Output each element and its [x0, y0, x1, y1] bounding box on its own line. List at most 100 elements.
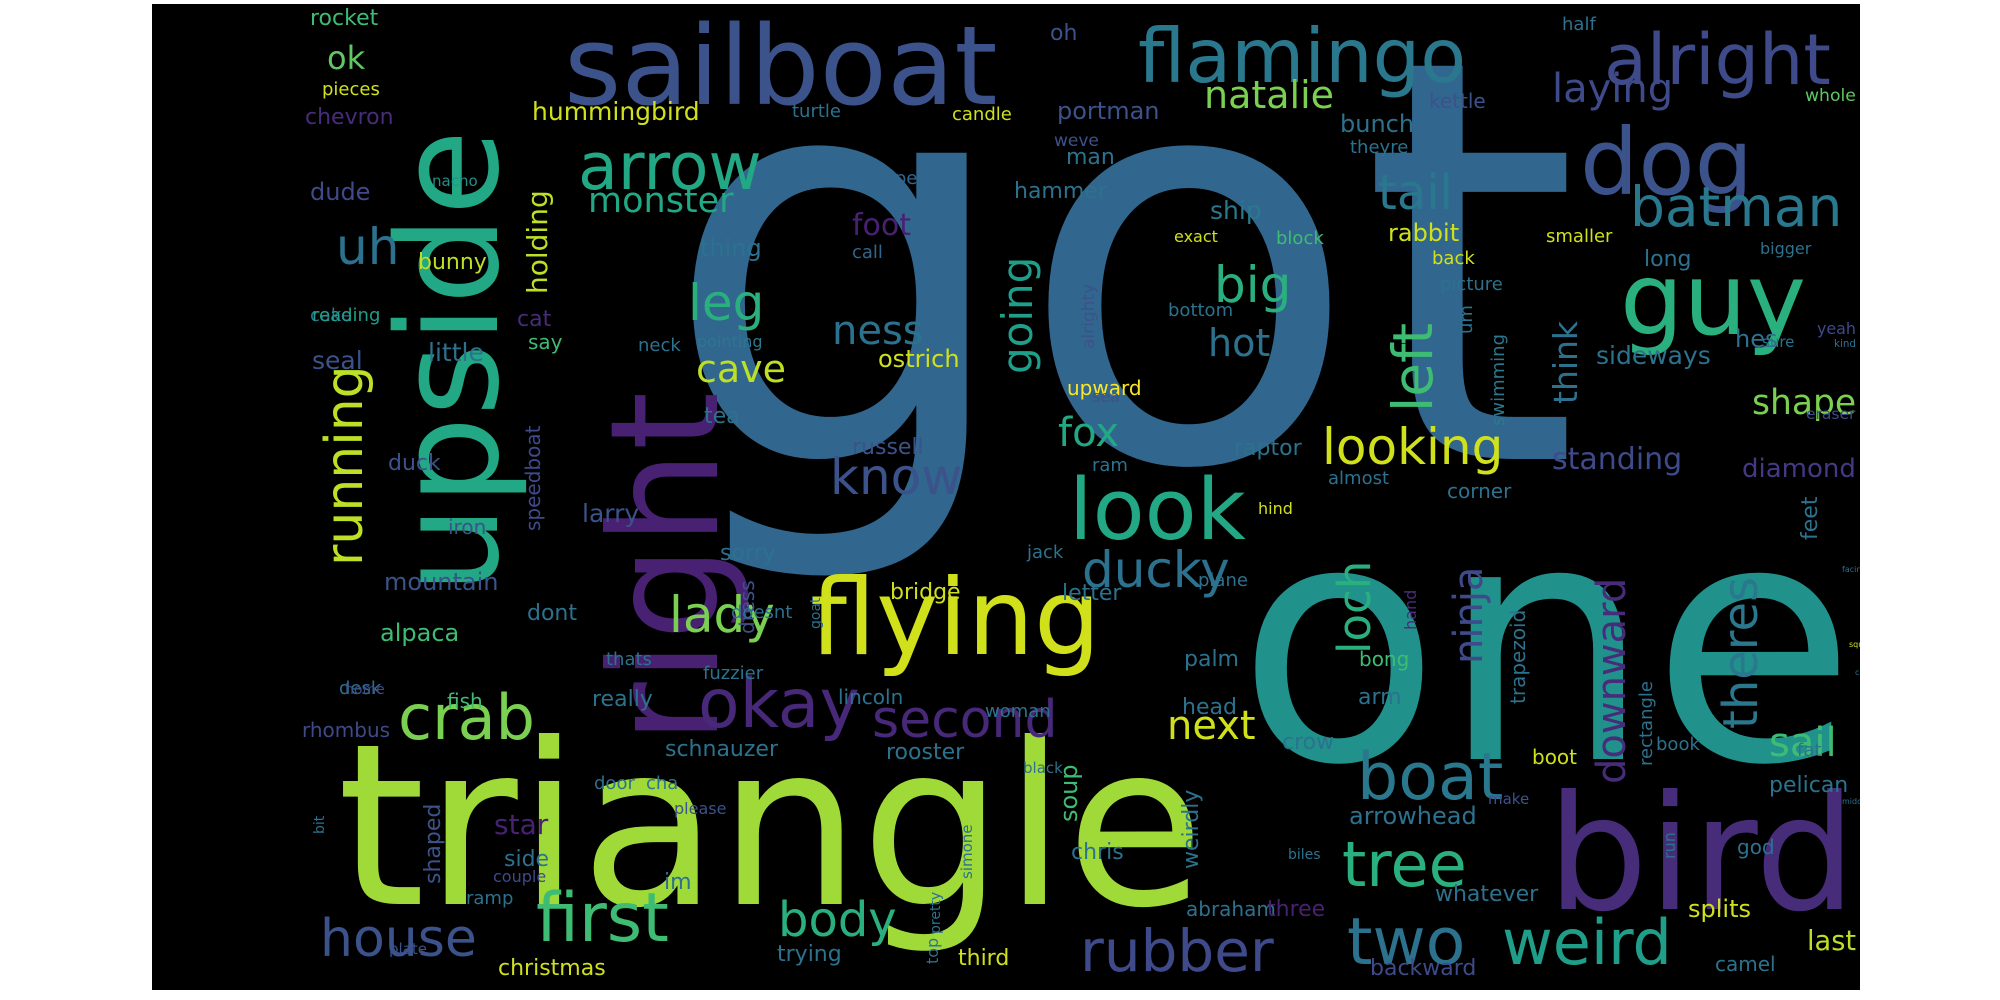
word-pieces: pieces — [322, 79, 380, 100]
word-upside: upside — [368, 130, 531, 594]
word-make: make — [1488, 790, 1529, 808]
word-sorry: sorry — [720, 541, 776, 566]
word-almost: almost — [1328, 468, 1389, 489]
word-neck: neck — [638, 335, 681, 356]
word-big: big — [1214, 256, 1291, 314]
word-fish: fish — [447, 689, 483, 713]
word-diamond: diamond — [1742, 454, 1856, 484]
word-kind: kind — [1834, 338, 1856, 350]
word-lady: lady — [669, 586, 775, 644]
word-pelican: pelican — [1769, 773, 1848, 798]
word-pretty: pretty — [928, 892, 944, 934]
word-hand: hand — [1401, 590, 1420, 630]
word-crow: crow — [1282, 730, 1334, 755]
word-top: top — [923, 938, 942, 964]
word-woman: woman — [985, 701, 1051, 722]
word-please: please — [674, 799, 726, 818]
word-candle: candle — [952, 104, 1012, 125]
word-thing: thing — [700, 234, 762, 262]
word-black: black — [1023, 759, 1063, 777]
word-laying: laying — [1552, 66, 1673, 112]
word-cake: cake — [310, 305, 352, 326]
word-bottom: bottom — [1168, 300, 1233, 321]
word-triangle: triangle — [337, 696, 1204, 958]
word-rooster: rooster — [886, 740, 965, 765]
word-know: know — [830, 448, 962, 506]
word-desk: desk — [339, 678, 382, 699]
word-home: home — [345, 682, 385, 698]
word-running: running — [315, 365, 375, 566]
word-sideways: sideways — [1596, 341, 1711, 370]
word-bigger: bigger — [1760, 239, 1812, 258]
word-alrighty: alrighty — [1079, 284, 1099, 349]
word-ram: ram — [1092, 455, 1128, 476]
word-schnauzer: schnauzer — [665, 737, 779, 762]
word-really: really — [592, 687, 653, 712]
word-house: house — [320, 909, 477, 969]
word-splits: splits — [1688, 895, 1751, 923]
word-catch: catch — [1855, 668, 1860, 677]
word-mountain: mountain — [384, 568, 498, 596]
word-simone: simone — [958, 824, 976, 879]
word-goat: goat — [808, 597, 824, 629]
word-soup: soup — [1055, 764, 1083, 822]
word-christmas: christmas — [498, 956, 606, 981]
word-whatever: whatever — [1435, 882, 1539, 907]
word-star: star — [494, 808, 549, 841]
word-arrowhead: arrowhead — [1349, 802, 1477, 830]
word-trapezoid: trapezoid — [1506, 610, 1530, 704]
word-think: think — [1546, 320, 1585, 404]
cloud-background — [152, 4, 1860, 990]
word-loch: loch — [1328, 561, 1381, 654]
word-alright: alright — [1604, 19, 1831, 101]
word-tree: tree — [1342, 828, 1467, 901]
word-hot: hot — [1208, 321, 1270, 365]
word-plate: plate — [389, 940, 427, 958]
word-whole: whole — [1805, 86, 1856, 106]
word-bunch: bunch — [1340, 110, 1414, 138]
word-monster: monster — [588, 181, 734, 221]
word-rhombus: rhombus — [302, 718, 390, 742]
word-bunny: bunny — [418, 250, 487, 275]
word-third: third — [958, 946, 1009, 971]
word-kettle: kettle — [1429, 89, 1486, 113]
word-larry: larry — [582, 499, 639, 528]
word-two: two — [1347, 905, 1465, 980]
word-shape: shape — [1752, 383, 1856, 423]
word-ship: ship — [1210, 196, 1262, 225]
word-dont: dont — [527, 601, 577, 626]
word-rubber: rubber — [1080, 917, 1274, 985]
word-camel: camel — [1715, 952, 1776, 976]
word-sure: sure — [1762, 333, 1794, 351]
word-say: say — [528, 330, 563, 354]
word-call: call — [852, 242, 883, 263]
word-leg: leg — [688, 274, 764, 332]
word-head: head — [1182, 695, 1237, 720]
word-last: last — [1807, 926, 1856, 957]
word-arrow: arrow — [578, 130, 762, 205]
word-backward: backward — [1370, 956, 1476, 981]
word-picture: picture — [1440, 274, 1503, 295]
word-cloud-canvas: got one triangle bird right upside sailboat fla… — [152, 4, 1860, 990]
word-foot: foot — [852, 208, 911, 243]
word-second: second — [872, 690, 1057, 750]
word-guy: guy — [1620, 241, 1806, 358]
word-fox: fox — [1058, 410, 1119, 456]
word-man: man — [1066, 145, 1115, 170]
word-jack: jack — [1026, 542, 1064, 563]
word-raptor: raptor — [1234, 436, 1303, 461]
word-little: little — [428, 338, 484, 367]
word-bird: bird — [1547, 761, 1856, 947]
word-side: side — [504, 847, 549, 872]
word-theyre: theyre — [1350, 137, 1408, 158]
word-right: right — [579, 392, 753, 744]
word-ramp: ramp — [466, 888, 513, 909]
word-next: next — [1167, 703, 1256, 749]
word-trying: trying — [777, 942, 842, 967]
word-doesnt: doesnt — [731, 602, 792, 623]
word-alpaca: alpaca — [380, 619, 459, 647]
word-russell: russell — [852, 435, 924, 460]
word-rocket: rocket — [310, 6, 379, 31]
word-bit: bit — [312, 815, 328, 834]
word-left: left — [1381, 323, 1445, 412]
